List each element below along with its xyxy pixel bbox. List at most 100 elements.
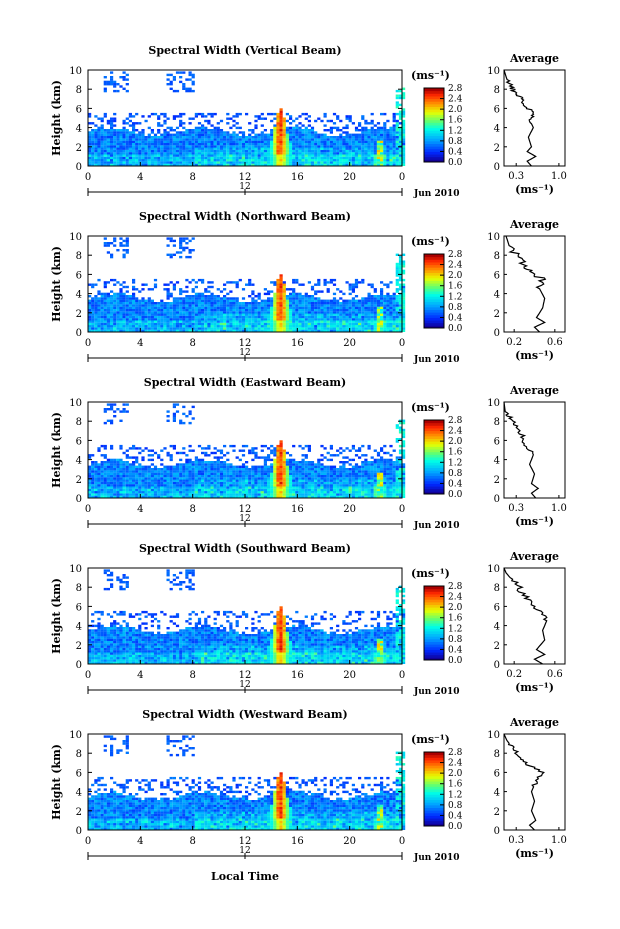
heatmap-cell <box>110 242 114 245</box>
heatmap-cell <box>106 484 110 487</box>
heatmap-cell <box>373 477 377 480</box>
heatmap-cell <box>106 281 110 284</box>
heatmap-cell <box>251 313 255 316</box>
heatmap-cell <box>295 302 299 305</box>
heatmap-cell <box>128 142 132 146</box>
x-tick-label: 20 <box>343 338 356 349</box>
heatmap-cell <box>182 479 186 482</box>
heatmap-cell <box>376 295 381 298</box>
heatmap-cell <box>229 493 233 496</box>
heatmap-cell <box>219 142 224 146</box>
heatmap-cell <box>122 322 126 326</box>
heatmap-cell <box>213 136 217 139</box>
heatmap-cell <box>172 495 176 498</box>
heatmap-cell <box>354 152 359 155</box>
heatmap-cell <box>310 327 315 330</box>
heatmap-cell <box>251 156 255 160</box>
heatmap-cell <box>163 122 167 125</box>
heatmap-cell <box>216 299 220 302</box>
heatmap-cell <box>197 488 202 492</box>
heatmap-cell <box>364 297 368 300</box>
heatmap-cell <box>345 329 349 332</box>
heatmap-cell <box>307 138 311 141</box>
heatmap-cell <box>179 163 183 166</box>
heatmap-cell <box>395 101 399 104</box>
heatmap-cell <box>398 493 403 496</box>
heatmap-cell <box>194 136 198 139</box>
heatmap-cell <box>103 477 107 480</box>
heatmap-cell <box>279 276 283 279</box>
heatmap-cell <box>380 329 384 332</box>
heatmap-cell <box>223 488 227 492</box>
heatmap-cell <box>317 325 321 328</box>
heatmap-cell <box>298 493 302 496</box>
heatmap-cell <box>88 327 92 330</box>
heatmap-cell <box>175 152 180 155</box>
heatmap-cell <box>110 119 114 123</box>
heatmap-cell <box>207 142 211 146</box>
heatmap-cell <box>270 313 274 316</box>
heatmap-cell <box>166 138 170 141</box>
heatmap-cell <box>201 479 205 482</box>
heatmap-cell <box>138 481 142 485</box>
heatmap-cell <box>342 156 346 160</box>
heatmap-cell <box>157 486 161 489</box>
heatmap-cell <box>201 472 205 475</box>
heatmap-cell <box>94 327 98 330</box>
heatmap-cell <box>332 297 337 300</box>
heatmap-cell <box>351 484 355 487</box>
heatmap-cell <box>351 322 355 326</box>
heatmap-cell <box>320 159 324 162</box>
heatmap-cell <box>153 493 158 496</box>
heatmap-cell <box>141 318 145 321</box>
heatmap-cell <box>392 327 396 330</box>
heatmap-cell <box>157 327 161 330</box>
heatmap-cell <box>113 152 117 155</box>
heatmap-cell <box>100 325 104 328</box>
heatmap-cell <box>267 493 271 496</box>
heatmap-cell <box>128 131 132 134</box>
heatmap-cell <box>119 156 123 160</box>
heatmap-cell <box>191 479 195 482</box>
colorbar-step <box>424 267 444 271</box>
heatmap-cell <box>103 152 107 155</box>
heatmap-cell <box>179 133 183 136</box>
heatmap-cell <box>279 136 283 139</box>
heatmap-cell <box>257 479 261 482</box>
heatmap-cell <box>194 484 198 487</box>
heatmap-cell <box>147 115 151 118</box>
heatmap-cell <box>110 325 114 328</box>
heatmap-cell <box>383 161 387 164</box>
heatmap-cell <box>138 311 142 314</box>
heatmap-cell <box>150 311 154 314</box>
heatmap-cell <box>254 138 258 141</box>
heatmap-cell <box>245 140 249 143</box>
heatmap-cell <box>226 297 230 300</box>
heatmap-cell <box>113 80 117 84</box>
heatmap-cell <box>332 122 337 125</box>
heatmap-cell <box>380 479 384 482</box>
heatmap-cell <box>392 318 396 321</box>
heatmap-cell <box>97 159 101 162</box>
heatmap-cell <box>348 302 352 305</box>
heatmap-cell <box>298 152 302 155</box>
heatmap-cell <box>194 161 198 164</box>
heatmap-cell <box>254 474 258 478</box>
heatmap-cell <box>402 322 406 326</box>
heatmap-cell <box>204 481 208 485</box>
heatmap-cell <box>157 315 161 319</box>
heatmap-cell <box>317 140 321 143</box>
heatmap-cell <box>282 147 286 150</box>
heatmap-cell <box>106 479 110 482</box>
heatmap-cell <box>364 138 368 141</box>
heatmap-cell <box>113 320 117 323</box>
colorbar-step <box>424 301 444 305</box>
average-title: Average <box>509 218 559 231</box>
heatmap-cell <box>213 306 217 309</box>
heatmap-cell <box>88 115 92 118</box>
heatmap-cell <box>138 149 142 153</box>
heatmap-cell <box>395 142 399 146</box>
heatmap-cell <box>91 479 95 482</box>
heatmap-cell <box>298 481 302 485</box>
heatmap-cell <box>380 140 384 143</box>
